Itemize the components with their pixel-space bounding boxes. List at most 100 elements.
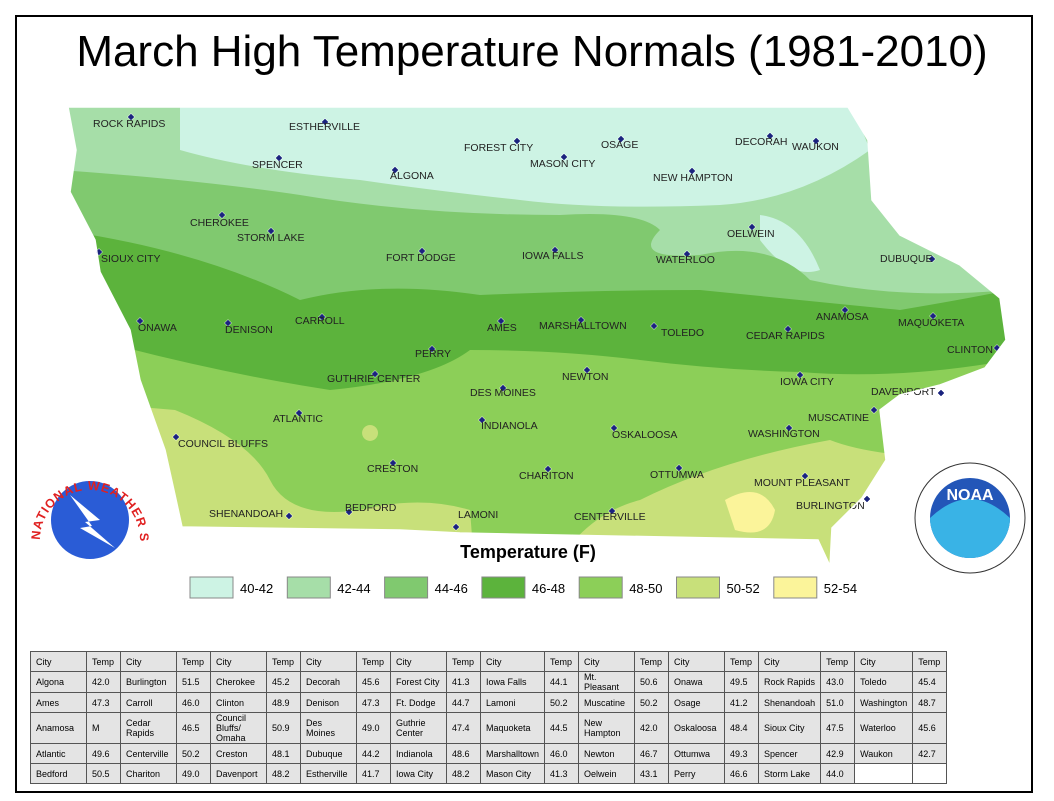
table-cell: Shenandoah xyxy=(758,692,822,713)
table-cell xyxy=(854,763,914,784)
table-cell: Clinton xyxy=(210,692,267,713)
table-cell: 42.0 xyxy=(86,671,121,693)
city-label: OTTUMWA xyxy=(650,469,704,481)
table-cell: 48.2 xyxy=(266,763,301,784)
table-cell: 46.0 xyxy=(176,692,211,713)
city-label: BURLINGTON xyxy=(796,500,865,512)
city-dot xyxy=(371,370,379,378)
table-cell: Mt. Pleasant xyxy=(578,671,636,693)
city-label: DAVENPORT xyxy=(871,386,936,398)
city-dot xyxy=(321,118,329,126)
table-cell: Toledo xyxy=(854,671,914,693)
table-cell: 47.3 xyxy=(356,692,391,713)
table-cell: Temp xyxy=(634,651,670,672)
table-cell: Centerville xyxy=(120,743,177,764)
table-cell: 46.0 xyxy=(544,743,580,764)
city-dot xyxy=(870,406,878,414)
table-cell: City xyxy=(210,651,267,672)
city-dot xyxy=(610,424,618,432)
table-cell: Denison xyxy=(300,692,357,713)
table-cell: 41.3 xyxy=(446,671,481,693)
legend-label: 48-50 xyxy=(629,581,662,596)
temperature-band xyxy=(180,107,870,207)
city-dot xyxy=(224,319,232,327)
city-label: DES MOINES xyxy=(470,387,536,399)
city-dot xyxy=(617,135,625,143)
table-cell: 44.2 xyxy=(356,743,391,764)
table-cell: 47.3 xyxy=(86,692,121,713)
table-cell: Dubuque xyxy=(300,743,357,764)
city-label: AMES xyxy=(487,322,517,334)
table-cell: Mason City xyxy=(479,763,546,784)
legend-swatch xyxy=(676,576,720,599)
city-label: CARROLL xyxy=(295,315,345,327)
title: March High Temperature Normals (1981-201… xyxy=(76,27,987,76)
table-cell: 51.0 xyxy=(820,692,856,713)
table-cell: Temp xyxy=(446,651,481,672)
city-label: STORM LAKE xyxy=(237,232,305,244)
city-label: PERRY xyxy=(415,348,451,360)
table-cell: Temp xyxy=(356,651,391,672)
temperature-band xyxy=(725,492,775,533)
table-cell: 41.7 xyxy=(356,763,391,784)
table-cell: 49.6 xyxy=(86,743,121,764)
table-row: Bedford 50.5 Chariton 49.0 Davenport 48.2 Esth… xyxy=(30,763,948,784)
legend-swatch xyxy=(286,576,331,599)
table-cell: City xyxy=(120,651,177,672)
city-dot xyxy=(544,465,552,473)
table-cell: Perry xyxy=(668,763,726,784)
city-label: CHEROKEE xyxy=(190,217,249,229)
city-label: OSKALOOSA xyxy=(612,429,677,441)
table-cell: 51.5 xyxy=(176,671,211,693)
city-dot xyxy=(267,227,275,235)
table-cell: 47.5 xyxy=(820,712,856,744)
city-label: MARSHALLTOWN xyxy=(539,320,627,332)
city-dot xyxy=(452,523,460,531)
table-cell: Iowa Falls xyxy=(479,671,546,693)
table-cell: 43.0 xyxy=(820,671,856,693)
city-dot xyxy=(841,306,849,314)
table-cell: 50.5 xyxy=(86,763,121,784)
table-cell: Iowa City xyxy=(390,763,447,784)
frame xyxy=(15,15,1033,793)
legend-label: 52-54 xyxy=(824,581,857,596)
table-cell: 49.5 xyxy=(724,671,760,693)
table-cell: 42.9 xyxy=(820,743,856,764)
table-cell: Washington xyxy=(854,692,914,713)
city-dot xyxy=(748,223,756,231)
city-dot xyxy=(785,424,793,432)
table-cell: Ft. Dodge xyxy=(390,692,447,713)
map: March High Temperature Normals (1981-201… xyxy=(0,0,1026,599)
city-label: LAMONI xyxy=(458,509,498,521)
table-row: Algona 42.0 Burlington 51.5 Cherokee 45.2 Deco… xyxy=(30,671,948,693)
table-cell: 45.6 xyxy=(912,712,948,744)
legend-label: 44-46 xyxy=(435,581,468,596)
table-cell: 49.0 xyxy=(356,712,391,744)
city-label: IOWA CITY xyxy=(780,376,834,388)
table-cell: 44.0 xyxy=(820,763,856,784)
table-cell: City xyxy=(578,651,636,672)
table-cell: Anamosa xyxy=(30,712,87,744)
table-cell: 48.2 xyxy=(446,763,481,784)
city-label: BEDFORD xyxy=(345,502,397,514)
table-cell: Storm Lake xyxy=(758,763,822,784)
city-dot xyxy=(345,508,353,516)
city-label: FOREST CITY xyxy=(464,142,533,154)
city-dot xyxy=(577,316,585,324)
table-cell: City xyxy=(758,651,822,672)
table-cell: 44.5 xyxy=(544,712,580,744)
table-cell: Burlington xyxy=(120,671,177,693)
table-cell: Oskaloosa xyxy=(668,712,726,744)
table-cell: City xyxy=(479,651,546,672)
table-cell: 49.3 xyxy=(724,743,760,764)
table-cell: Chariton xyxy=(120,763,177,784)
table-cell: Temp xyxy=(86,651,121,672)
city-label: MASON CITY xyxy=(530,158,595,170)
city-label: WASHINGTON xyxy=(748,428,820,440)
city-dot xyxy=(497,317,505,325)
city-label: ROCK RAPIDS xyxy=(93,118,165,130)
table-cell: 42.7 xyxy=(912,743,948,764)
temperature-band xyxy=(760,215,820,272)
table-cell: 45.2 xyxy=(266,671,301,693)
